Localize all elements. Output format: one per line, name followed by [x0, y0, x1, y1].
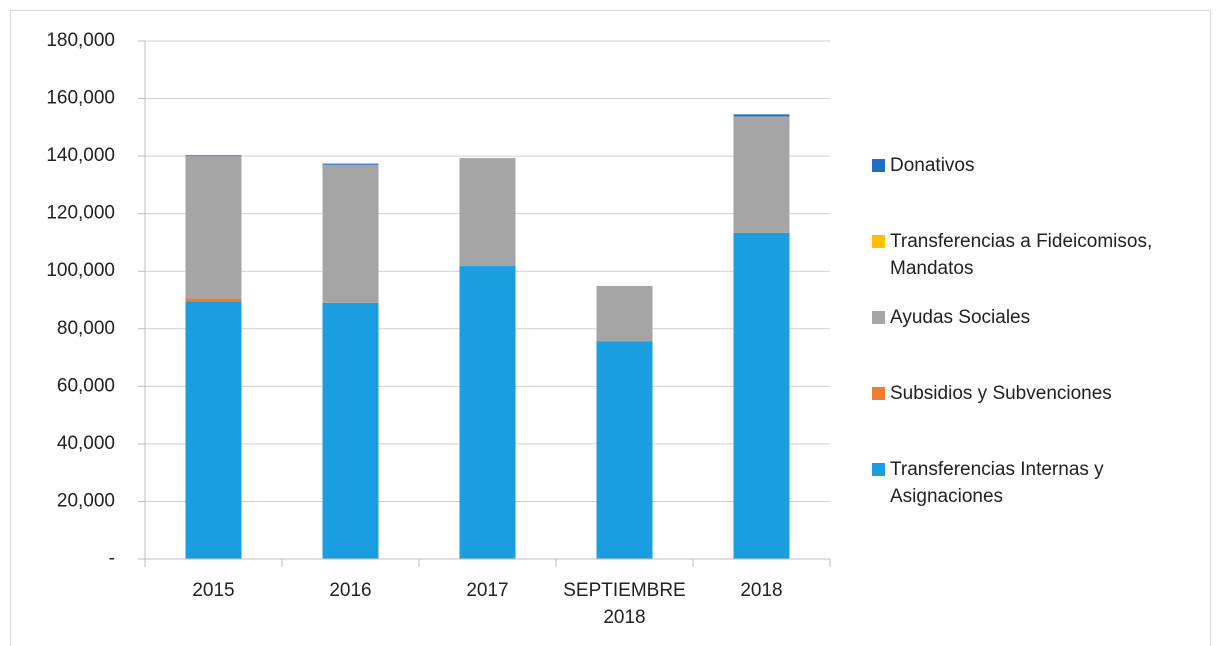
bar-segment: [596, 341, 653, 559]
bar-segment: [596, 285, 653, 342]
bar-segment: [322, 164, 379, 303]
bar-segment: [185, 301, 242, 559]
legend-swatch: [872, 235, 885, 248]
bar-segment: [322, 163, 379, 165]
legend-label: Transferencias a Fideicomisos, Mandatos: [890, 231, 1153, 279]
legend-item: Donativos: [872, 152, 1172, 179]
bar-segment: [185, 156, 242, 299]
legend-item: Transferencias Internas y Asignaciones: [872, 456, 1172, 510]
bar-segment: [185, 298, 242, 302]
legend-label: Transferencias Internas y Asignaciones: [890, 459, 1104, 507]
y-tick-label: -: [109, 548, 115, 569]
bar-segment: [459, 158, 516, 267]
chart-border: [10, 10, 1211, 646]
bar-segment: [459, 266, 516, 559]
bar-segment: [733, 232, 790, 559]
y-tick-label: 180,000: [46, 30, 115, 51]
y-tick-label: 120,000: [46, 203, 115, 224]
y-tick-label: 140,000: [46, 145, 115, 166]
bar-segment: [733, 114, 790, 117]
x-tick-label: 2016: [329, 580, 372, 601]
y-tick-label: 60,000: [57, 375, 115, 396]
legend-item: Ayudas Sociales: [872, 304, 1172, 331]
bar-segment: [733, 116, 790, 233]
x-tick-label: 2017: [466, 580, 509, 601]
x-tick-label: 2015: [192, 580, 235, 601]
legend-label: Subsidios y Subvenciones: [890, 383, 1112, 404]
y-tick-label: 40,000: [57, 433, 115, 454]
legend-swatch: [872, 387, 885, 400]
legend-swatch: [872, 311, 885, 324]
legend-label: Donativos: [890, 155, 975, 176]
legend-swatch: [872, 159, 885, 172]
y-tick-label: 20,000: [57, 490, 115, 511]
y-tick-label: 160,000: [46, 88, 115, 109]
x-tick-label: 2018: [740, 580, 783, 601]
legend-item: Subsidios y Subvenciones: [872, 380, 1172, 407]
legend-swatch: [872, 463, 885, 476]
bar-segment: [185, 155, 242, 157]
x-tick-label: SEPTIEMBRE 2018: [563, 580, 686, 628]
legend-item: Transferencias a Fideicomisos, Mandatos: [872, 228, 1172, 282]
legend-label: Ayudas Sociales: [890, 307, 1031, 328]
y-tick-label: 100,000: [46, 260, 115, 281]
y-tick-label: 80,000: [57, 318, 115, 339]
bar-segment: [322, 302, 379, 559]
